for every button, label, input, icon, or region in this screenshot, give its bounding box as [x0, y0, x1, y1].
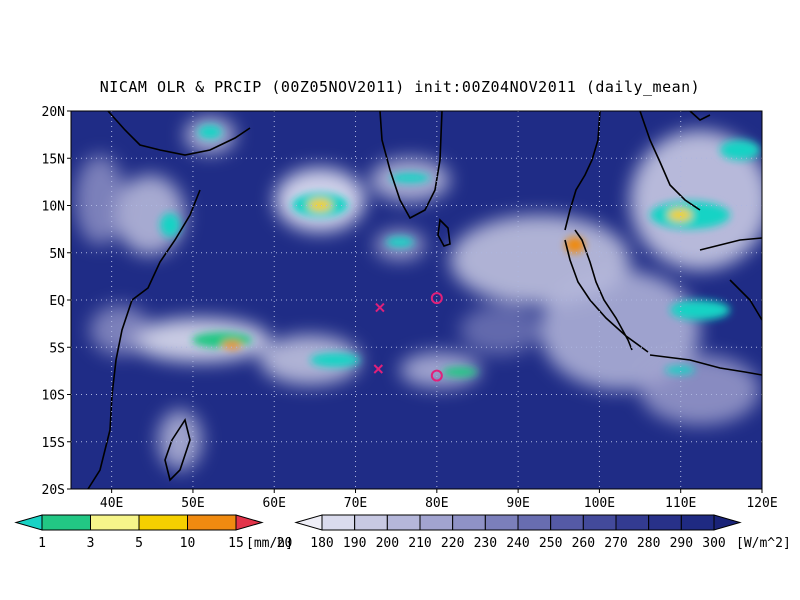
colorbar-swatch [90, 514, 140, 531]
y-tick-label: EQ [49, 294, 65, 309]
colorbar-label: 230 [474, 536, 497, 551]
colorbar-unit: [mm/h] [246, 536, 293, 551]
x-tick-label: 70E [344, 496, 367, 511]
y-tick-label: 15S [42, 436, 65, 451]
colorbar-label: 15 [228, 536, 244, 551]
markers [373, 292, 443, 382]
marker-x [373, 364, 383, 374]
precip-field [160, 125, 760, 377]
y-tick-label: 20S [42, 483, 65, 498]
y-tick-label: 20N [42, 105, 65, 120]
colorbar-label: 270 [604, 536, 627, 551]
map-frame [70, 110, 763, 490]
x-tick-label: 50E [181, 496, 204, 511]
colorbar-swatch [680, 514, 715, 531]
colorbar-label: 190 [343, 536, 366, 551]
colorbar-swatch [386, 514, 421, 531]
colorbar-swatch [41, 514, 91, 531]
y-tick-label: 15N [42, 152, 65, 167]
y-tick-label: 5S [49, 341, 65, 356]
x-tick-label: 60E [262, 496, 285, 511]
colorbar-arrow-left [294, 514, 323, 531]
colorbar-label: 20 [277, 536, 293, 551]
colorbar-arrow-right [713, 514, 742, 531]
colorbar-swatch [517, 514, 552, 531]
colorbar-swatch [138, 514, 188, 531]
marker-x [375, 302, 385, 313]
x-tick-label: 90E [506, 496, 529, 511]
colorbar-label: 260 [572, 536, 595, 551]
colorbar-swatch [187, 514, 237, 531]
x-tick-label: 120E [746, 496, 777, 511]
x-tick-label: 40E [100, 496, 123, 511]
colorbar-label: 280 [637, 536, 660, 551]
y-tick-label: 10N [42, 200, 65, 215]
map-panel: 20N 15N 10N 5N EQ 5S 10S 15S 20S 40E 50E 60E 70E 80E… [42, 105, 778, 511]
x-tick-labels: 40E 50E 60E 70E 80E 90E 100E 110E 120E [100, 496, 778, 511]
colorbar-label: 250 [539, 536, 562, 551]
olr-legend: 180 190 200 210 220 230 240 250 260 270 280 290 300 [… [294, 514, 791, 551]
colorbar-label: 300 [702, 536, 725, 551]
x-tick-label: 80E [425, 496, 448, 511]
colorbar-label: 290 [670, 536, 693, 551]
precip-legend: 1 3 5 10 15 20[mm/h] [14, 514, 293, 551]
colorbar-swatch [321, 514, 356, 531]
marker-circle [430, 292, 443, 305]
colorbar-swatch [550, 514, 584, 531]
colorbar-swatch [615, 514, 650, 531]
colorbar-swatch [484, 514, 519, 531]
colorbar-swatch [419, 514, 454, 531]
colorbar-label: 180 [310, 536, 333, 551]
y-tick-label: 10S [42, 389, 65, 404]
colorbar-label: 220 [441, 536, 464, 551]
colorbar-label: 240 [506, 536, 529, 551]
colorbar-label: 1 [38, 536, 46, 551]
colorbar-label: 200 [376, 536, 399, 551]
colorbar-swatch [582, 514, 617, 531]
marker-circle [430, 369, 443, 382]
colorbar-swatch [354, 514, 388, 531]
colorbar-label: 5 [135, 536, 143, 551]
colorbar-label: 10 [180, 536, 196, 551]
x-tick-label: 100E [584, 496, 615, 511]
coastlines [87, 111, 762, 489]
colorbar-swatch [452, 514, 486, 531]
colorbar-swatch [648, 514, 682, 531]
colorbar-label: 210 [408, 536, 431, 551]
y-tick-labels: 20N 15N 10N 5N EQ 5S 10S 15S 20S [42, 105, 66, 498]
colorbar-arrow-right [235, 514, 264, 531]
colorbar-arrow-left [14, 514, 43, 531]
colorbar-unit: [W/m^2] [736, 536, 791, 551]
colorbar-label: 3 [87, 536, 95, 551]
y-tick-label: 5N [49, 247, 65, 262]
map-title: NICAM OLR & PRCIP (00Z05NOV2011) init:00… [99, 78, 701, 96]
x-tick-label: 110E [665, 496, 696, 511]
gridlines [67, 110, 763, 493]
